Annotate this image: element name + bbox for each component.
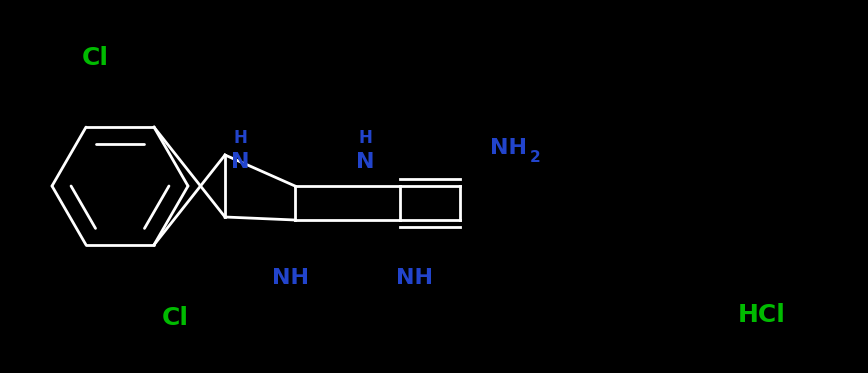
- Text: NH: NH: [272, 268, 308, 288]
- Text: Cl: Cl: [82, 46, 108, 70]
- Text: HCl: HCl: [738, 303, 786, 327]
- Text: NH: NH: [397, 268, 433, 288]
- Text: NH: NH: [490, 138, 527, 158]
- Text: H: H: [358, 129, 372, 147]
- Text: 2: 2: [530, 150, 541, 166]
- Text: H: H: [233, 129, 247, 147]
- Text: N: N: [231, 152, 249, 172]
- Text: Cl: Cl: [161, 306, 188, 330]
- Text: N: N: [356, 152, 374, 172]
